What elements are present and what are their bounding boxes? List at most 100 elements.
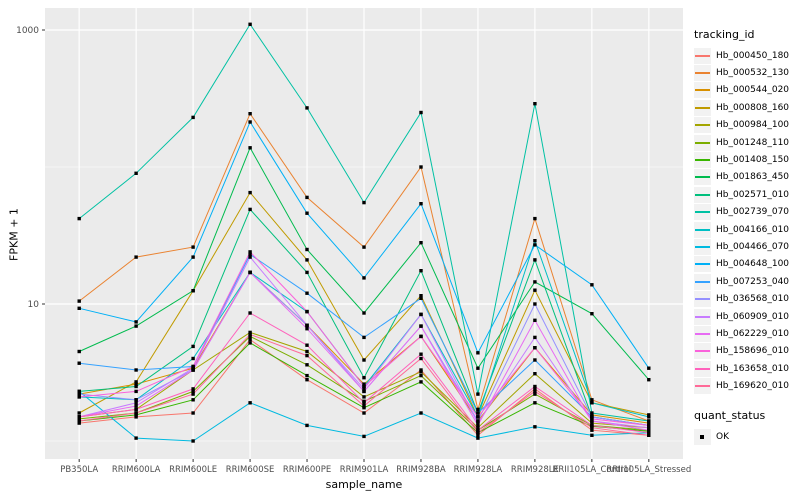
data-point[interactable] [533,401,537,405]
data-point[interactable] [134,384,138,389]
legend-entry-Hb_169620_010[interactable]: Hb_169620_010 [694,377,798,395]
data-point[interactable] [476,392,480,396]
data-point[interactable] [191,392,195,396]
data-point[interactable] [305,343,309,347]
legend-entry-Hb_000544_020[interactable]: Hb_000544_020 [694,82,798,99]
data-point[interactable] [590,426,594,430]
data-point[interactable] [647,413,651,417]
legend-entry-Hb_000450_180[interactable]: Hb_000450_180 [694,47,798,64]
data-point[interactable] [419,370,423,374]
data-point[interactable] [248,332,252,337]
legend-entry-quant-ok[interactable]: OK [694,428,798,445]
data-point[interactable] [362,389,366,394]
data-point[interactable] [248,146,252,150]
data-point[interactable] [191,387,195,391]
data-point[interactable] [590,421,594,425]
data-point[interactable] [77,389,81,394]
data-point[interactable] [533,389,537,394]
data-point[interactable] [590,423,594,428]
data-point[interactable] [362,395,366,399]
data-point[interactable] [134,407,138,412]
data-point[interactable] [647,421,651,425]
data-point[interactable] [362,382,366,386]
data-point[interactable] [191,245,195,249]
data-point[interactable] [305,373,309,378]
legend-entry-Hb_004166_010[interactable]: Hb_004166_010 [694,221,798,238]
data-point[interactable] [305,106,309,110]
data-point[interactable] [134,255,138,259]
data-point[interactable] [419,411,423,415]
data-point[interactable] [305,309,309,314]
data-point[interactable] [248,252,252,257]
data-point[interactable] [191,356,195,361]
data-point[interactable] [362,404,366,408]
data-point[interactable] [134,389,138,394]
legend-entry-Hb_060909_010[interactable]: Hb_060909_010 [694,308,798,325]
data-point[interactable] [77,392,81,396]
legend-entry-Hb_000532_130[interactable]: Hb_000532_130 [694,64,798,82]
data-point[interactable] [248,22,252,26]
data-point[interactable] [647,415,651,419]
data-point[interactable] [419,165,423,169]
data-point[interactable] [362,406,366,410]
data-point[interactable] [590,398,594,402]
data-point[interactable] [305,349,309,354]
data-point[interactable] [191,398,195,402]
data-point[interactable] [77,395,81,399]
data-point[interactable] [305,247,309,252]
data-point[interactable] [77,349,81,354]
data-point[interactable] [419,373,423,378]
data-point[interactable] [191,411,195,415]
data-point[interactable] [248,311,252,315]
legend-entry-Hb_007253_040[interactable]: Hb_007253_040 [694,273,798,290]
legend-entry-Hb_158696_010[interactable]: Hb_158696_010 [694,343,798,360]
data-point[interactable] [134,382,138,386]
data-point[interactable] [647,419,651,423]
data-point[interactable] [476,436,480,440]
data-point[interactable] [362,434,366,439]
data-point[interactable] [419,241,423,245]
legend-entry-Hb_002571_010[interactable]: Hb_002571_010 [694,186,798,203]
data-point[interactable] [362,276,366,280]
data-point[interactable] [419,380,423,384]
legend-entry-Hb_004466_070[interactable]: Hb_004466_070 [694,238,798,255]
data-point[interactable] [248,207,252,212]
legend-entry-Hb_004648_100[interactable]: Hb_004648_100 [694,256,798,273]
data-point[interactable] [305,211,309,215]
data-point[interactable] [476,431,480,435]
data-point[interactable] [419,110,423,115]
data-point[interactable] [248,112,252,116]
data-point[interactable] [305,327,309,331]
data-point[interactable] [305,270,309,275]
data-point[interactable] [476,433,480,437]
data-point[interactable] [305,323,309,327]
data-point[interactable] [362,376,366,380]
data-point[interactable] [533,392,537,396]
data-point[interactable] [362,311,366,315]
data-point[interactable] [248,330,252,335]
data-point[interactable] [305,195,309,200]
data-point[interactable] [248,120,252,124]
data-point[interactable] [533,387,537,391]
data-point[interactable] [191,115,195,120]
data-point[interactable] [419,324,423,328]
data-point[interactable] [77,299,81,303]
data-point[interactable] [476,407,480,412]
data-point[interactable] [362,200,366,205]
data-point[interactable] [590,433,594,437]
legend-entry-Hb_000808_160[interactable]: Hb_000808_160 [694,99,798,116]
data-point[interactable] [248,255,252,259]
data-point[interactable] [77,411,81,415]
data-point[interactable] [362,384,366,389]
data-point[interactable] [533,216,537,221]
data-point[interactable] [533,346,537,350]
data-point[interactable] [533,258,537,262]
legend-entry-Hb_062229_010[interactable]: Hb_062229_010 [694,325,798,342]
legend-entry-Hb_001408_150[interactable]: Hb_001408_150 [694,151,798,169]
data-point[interactable] [647,431,651,435]
data-point[interactable] [134,404,138,408]
data-point[interactable] [362,387,366,391]
data-point[interactable] [305,353,309,358]
legend-entry-Hb_002739_070[interactable]: Hb_002739_070 [694,204,798,221]
data-point[interactable] [134,411,138,415]
